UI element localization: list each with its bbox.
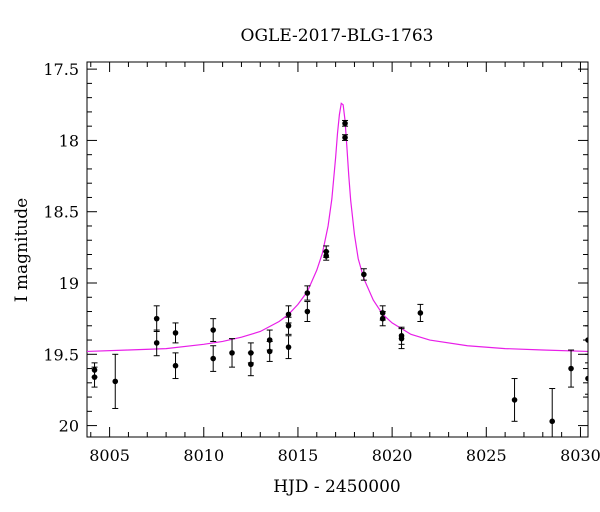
data-point: [210, 345, 217, 372]
data-point: [285, 316, 292, 335]
x-tick-label: 8020: [372, 446, 413, 465]
data-point: [398, 328, 405, 350]
data-point: [304, 285, 311, 301]
data-point: [266, 340, 273, 362]
data-point: [342, 134, 349, 141]
data-marker: [417, 310, 424, 316]
x-axis-label: HJD - 2450000: [273, 477, 401, 497]
x-tick-label: 8025: [466, 446, 507, 465]
data-marker: [266, 348, 273, 355]
model-curve-layer: [87, 102, 588, 353]
data-marker: [379, 315, 386, 322]
data-point: [511, 378, 518, 422]
data-marker: [549, 418, 556, 425]
data-marker: [172, 362, 179, 369]
data-point: [568, 349, 575, 388]
data-marker: [585, 337, 588, 343]
data-point: [360, 268, 367, 281]
x-tick-label: 8030: [560, 446, 600, 465]
data-marker: [511, 397, 518, 403]
data-points-layer: [91, 119, 588, 437]
y-tick-label: 19: [59, 274, 79, 293]
chart-title: OGLE-2017-BLG-1763: [241, 26, 434, 46]
axis-ticks: [87, 62, 588, 437]
data-marker: [248, 361, 254, 368]
data-marker: [210, 327, 216, 333]
data-point: [417, 303, 424, 323]
axis-tick-labels: 8005 8010 8015 8020 8025 8030 17.5 18 18.5 19 19.5…: [43, 60, 600, 465]
data-point: [153, 329, 160, 357]
data-point: [172, 322, 179, 344]
data-point: [285, 335, 292, 360]
y-tick-label: 19.5: [43, 345, 79, 364]
data-marker: [304, 290, 311, 296]
data-marker: [172, 330, 179, 336]
data-point: [153, 305, 160, 332]
data-point: [549, 388, 556, 437]
data-marker: [285, 344, 292, 350]
data-marker: [285, 311, 292, 318]
y-tick-label: 20: [59, 417, 79, 436]
plot-frame: [86, 61, 589, 438]
data-marker: [568, 365, 574, 372]
data-marker: [342, 120, 348, 127]
data-marker: [323, 253, 329, 259]
data-marker: [361, 271, 367, 278]
data-point: [172, 352, 179, 380]
data-point: [585, 362, 588, 395]
data-marker: [210, 355, 216, 362]
data-marker: [153, 315, 160, 322]
data-marker: [342, 134, 348, 141]
data-marker: [285, 322, 292, 329]
data-point: [285, 305, 292, 324]
data-point: [229, 338, 236, 368]
data-marker: [398, 335, 405, 342]
data-marker: [91, 374, 98, 380]
data-marker: [585, 375, 588, 382]
x-tick-label: 8010: [183, 446, 224, 465]
data-point: [210, 318, 217, 342]
data-point: [247, 352, 254, 377]
data-marker: [153, 340, 160, 346]
data-point: [91, 366, 98, 388]
data-point: [112, 353, 119, 409]
data-point: [585, 325, 588, 355]
y-axis-label: I magnitude: [12, 198, 32, 302]
data-marker: [304, 308, 311, 315]
y-tick-label: 18: [59, 131, 79, 150]
y-tick-label: 17.5: [43, 60, 79, 79]
data-marker: [112, 378, 119, 385]
x-tick-label: 8015: [278, 446, 319, 465]
x-tick-label: 8005: [89, 446, 130, 465]
data-point: [304, 301, 311, 323]
data-point: [342, 119, 349, 127]
data-marker: [229, 350, 235, 356]
y-tick-label: 18.5: [43, 203, 79, 222]
model-curve: [87, 102, 588, 353]
data-point: [323, 251, 330, 261]
data-point: [379, 311, 386, 327]
